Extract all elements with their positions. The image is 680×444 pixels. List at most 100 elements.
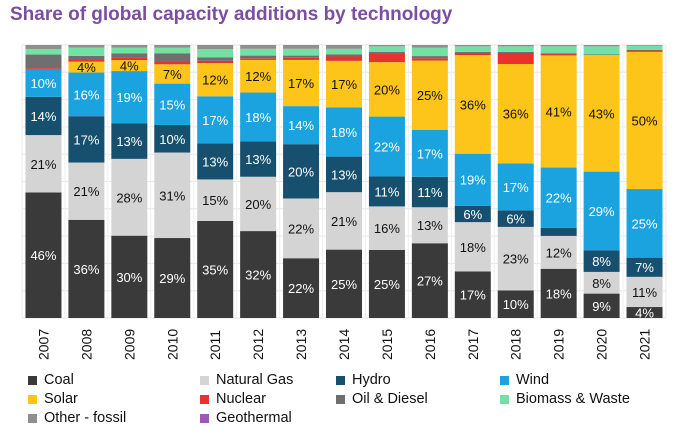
data-label: 4% <box>77 60 96 75</box>
bar-segment-oil-diesel <box>583 54 620 56</box>
bar-segment-wind <box>583 171 620 251</box>
data-label: 4% <box>635 306 654 321</box>
data-label: 8% <box>592 254 611 269</box>
data-label: 15% <box>202 193 228 208</box>
bar-segment-wind <box>197 96 234 144</box>
x-tick-label: 2011 <box>207 330 223 360</box>
bar-segment-coal <box>326 249 362 318</box>
bar-segment-oil-diesel <box>25 54 62 69</box>
data-label: 36% <box>460 97 486 112</box>
bar-segment-natural-gas <box>326 192 362 250</box>
bar-segment-oil-diesel <box>411 56 448 59</box>
bar-segment-wind <box>497 163 534 211</box>
bar-segment-coal <box>25 192 62 318</box>
x-tick-label: 2015 <box>379 329 395 360</box>
data-label: 35% <box>202 262 228 277</box>
bar-segment-oil-diesel <box>454 51 491 53</box>
x-tick-label: 2008 <box>78 329 94 360</box>
data-label: 13% <box>331 167 357 182</box>
data-label: 25% <box>331 277 357 292</box>
data-label: 20% <box>245 197 271 212</box>
data-label: 21% <box>331 214 357 229</box>
data-label: 18% <box>331 125 357 140</box>
legend-swatch <box>336 375 345 385</box>
bar-segment-solar <box>111 60 148 72</box>
data-label: 17% <box>331 77 357 92</box>
bar-segment-biomass-waste <box>368 46 405 52</box>
bar-segment-biomass-waste <box>626 45 663 50</box>
data-label: 14% <box>288 118 314 133</box>
x-tick-label: 2007 <box>35 329 51 360</box>
bar-segment-coal <box>283 258 320 318</box>
legend-label: Hydro <box>352 372 391 388</box>
x-tick-label: 2014 <box>336 329 352 360</box>
bar-segment-wind <box>454 153 491 206</box>
data-label: 13% <box>245 152 271 167</box>
bar-segment-hydro <box>497 210 534 227</box>
bar-segment-hydro <box>454 205 491 223</box>
bar-segment-oil-diesel <box>197 57 234 61</box>
bar-segment-natural-gas <box>154 152 191 239</box>
legend-item: Wind <box>500 372 549 388</box>
bar-segment-oil-diesel <box>154 53 191 62</box>
data-label: 10% <box>30 76 56 91</box>
bar-segment-hydro <box>326 156 362 193</box>
bar-segment-wind <box>240 92 277 142</box>
bar-segment-biomass-waste <box>454 46 491 52</box>
legend-swatch <box>28 413 37 423</box>
data-label: 21% <box>73 184 99 199</box>
data-label: 14% <box>30 109 56 124</box>
data-label: 43% <box>589 106 615 121</box>
bar-segment-natural-gas <box>583 271 620 294</box>
x-tick-label: 2012 <box>250 329 266 360</box>
data-label: 31% <box>159 188 185 203</box>
legend-swatch <box>500 375 509 385</box>
data-label: 10% <box>503 297 529 312</box>
bar-segment-wind <box>368 116 405 177</box>
bar-segment-coal <box>540 268 577 318</box>
bar-segment-solar <box>197 63 234 97</box>
bar-segment-nuclear <box>411 58 448 61</box>
bar-segment-nuclear <box>540 54 577 56</box>
bar-segment-natural-gas <box>283 198 320 259</box>
data-label: 29% <box>159 271 185 286</box>
data-label: 32% <box>245 268 271 283</box>
bar-segment-hydro <box>540 227 577 236</box>
bar-segment-solar <box>368 62 405 117</box>
bars <box>25 45 663 318</box>
legend-item: Oil & Diesel <box>336 391 428 407</box>
bar-segment-nuclear <box>626 50 663 52</box>
bar-segment-oil-diesel <box>497 51 534 54</box>
bar-segment-coal <box>454 271 491 318</box>
bar-segment-solar <box>626 51 663 190</box>
bar-segment-nuclear <box>240 58 277 60</box>
bar-segment-solar <box>240 59 277 93</box>
x-tick-label: 2016 <box>422 329 438 360</box>
stacked-bar-chart: 46% 21% 14% 10% 36% 21% 17% 16% 4% 30% 28% 13% 19% 4%… <box>21 44 667 360</box>
data-label: 8% <box>592 276 611 291</box>
bar-segment-wind <box>68 72 105 117</box>
bar-segment-biomass-waste <box>111 47 148 54</box>
bar-segment-wind <box>154 83 191 125</box>
x-tick-label: 2013 <box>293 329 309 360</box>
data-label: 18% <box>245 110 271 125</box>
legend-item: Coal <box>28 372 74 388</box>
bar-segment-solar <box>454 55 491 154</box>
data-label: 36% <box>73 262 99 277</box>
bar-segment-hydro <box>68 116 105 163</box>
data-label: 12% <box>245 69 271 84</box>
bar-segment-oil-diesel <box>626 49 663 51</box>
bar-segment-solar <box>68 61 105 73</box>
data-label: 9% <box>592 299 611 314</box>
legend-swatch <box>28 375 37 385</box>
bar-segment-coal <box>368 249 405 318</box>
legend-item: Solar <box>28 391 78 407</box>
bar-segment-other-fossil <box>283 45 320 49</box>
bar-segment-wind <box>626 189 663 258</box>
bar-segment-biomass-waste <box>240 48 277 56</box>
bar-segment-biomass-waste <box>497 46 534 52</box>
data-label: 22% <box>288 281 314 296</box>
x-tick-label: 2020 <box>594 329 610 360</box>
bar-segment-solar <box>283 59 320 107</box>
data-label: 11% <box>374 184 399 199</box>
